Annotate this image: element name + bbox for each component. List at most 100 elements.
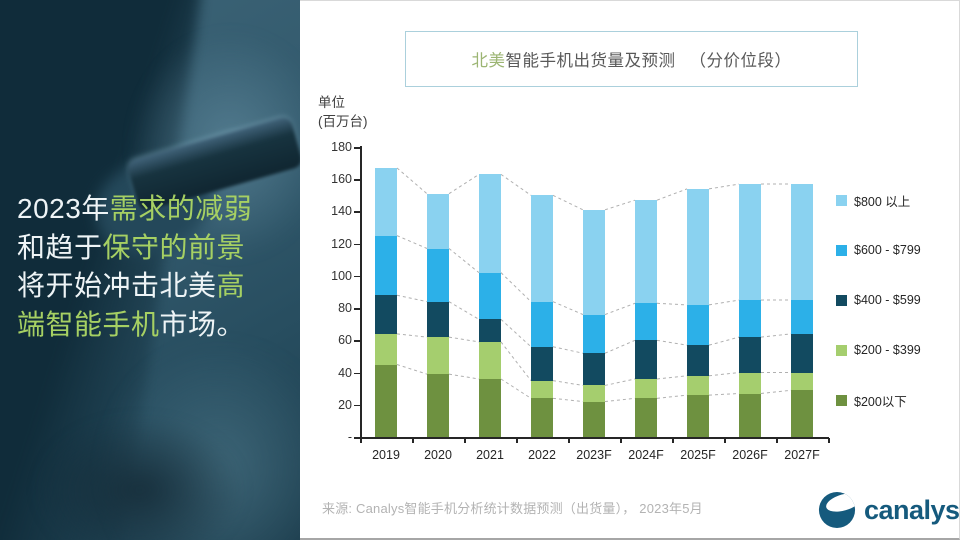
connector-line <box>552 397 584 403</box>
legend-swatch <box>836 344 847 356</box>
chart-title-suffix: （分价位段） <box>689 52 792 70</box>
x-tick-mark <box>776 438 778 443</box>
chart-title-highlight: 北美 <box>471 52 506 70</box>
y-tick-label: 80 <box>338 301 352 316</box>
bar-segment <box>375 167 397 236</box>
y-tick-label: 20 <box>338 397 352 412</box>
legend-swatch <box>836 294 847 306</box>
connector-line <box>552 301 584 316</box>
connector-line <box>604 378 636 386</box>
canalys-logo-icon <box>818 491 856 529</box>
connector-line <box>552 194 584 211</box>
quote-accent-segment: 需求的减弱 <box>109 193 253 224</box>
legend-item: $600 - $799 <box>836 225 921 275</box>
bar-segment <box>687 395 709 437</box>
bar-segment <box>687 375 709 396</box>
x-tick-label: 2021 <box>476 448 504 462</box>
bar-segment <box>791 300 813 334</box>
bar-segment <box>739 184 761 301</box>
connector-line <box>448 373 480 380</box>
x-tick-label: 2027F <box>784 448 820 462</box>
connector-line <box>396 167 428 195</box>
connector-line <box>448 173 480 195</box>
stacked-bar-2026F <box>739 184 761 437</box>
connector-line <box>396 235 428 249</box>
connector-line <box>448 336 480 343</box>
y-tick-label: - <box>347 430 352 444</box>
quote-segment: 将开始冲击北美 <box>17 270 217 301</box>
bar-segment <box>635 398 657 437</box>
x-tick-label: 2019 <box>372 448 400 462</box>
bar-segment <box>635 379 657 399</box>
connector-line <box>448 248 480 274</box>
bar-segment <box>583 314 605 354</box>
connector-line <box>500 272 532 303</box>
plot-area <box>360 147 828 437</box>
x-tick-mark <box>620 438 622 443</box>
connector-line <box>552 380 584 386</box>
bar-segment <box>739 393 761 437</box>
bar-segment <box>375 295 397 334</box>
connector-line <box>656 302 688 306</box>
y-tick-mark <box>354 372 360 375</box>
bar-segment <box>791 184 813 301</box>
quote-segment: 2023年 <box>17 193 110 224</box>
connector-line <box>708 336 740 346</box>
connector-line <box>760 389 792 394</box>
legend-swatch <box>836 244 847 256</box>
x-tick-label: 2022 <box>528 448 556 462</box>
connector-line <box>604 199 636 211</box>
connector-line <box>500 319 532 348</box>
connector-line <box>708 372 740 377</box>
y-tick-mark <box>354 437 360 439</box>
legend-item: $800 以上 <box>836 175 921 225</box>
quote-accent-segment: 高 <box>216 270 246 301</box>
x-tick-mark <box>360 438 362 443</box>
series-connector-lines <box>396 167 792 403</box>
canalys-logo: canalys <box>818 491 960 529</box>
x-axis <box>360 437 829 439</box>
bar-segment <box>583 401 605 437</box>
bar-segment <box>583 353 605 386</box>
bar-segment <box>427 374 449 437</box>
bar-segment <box>791 333 813 373</box>
stacked-bar-2027F <box>791 184 813 437</box>
connector-line <box>656 188 688 201</box>
connector-line <box>396 364 428 375</box>
legend-label: $200以下 <box>854 394 907 409</box>
y-tick-mark <box>354 404 360 407</box>
source-note: 来源: Canalys智能手机分析统计数据预测（出货量）， 2023年5月 <box>322 501 703 516</box>
quote-text: 2023年需求的减弱 和趋于保守的前景 将开始冲击北美高 端智能手机市场。 <box>17 190 289 344</box>
x-tick-label: 2026F <box>732 448 768 462</box>
bar-segment <box>739 337 761 373</box>
connector-line <box>708 183 740 190</box>
legend-label: $400 - $599 <box>854 293 921 307</box>
legend-swatch <box>836 194 847 206</box>
quote-accent-segment: 端智能手机 <box>17 308 160 340</box>
connector-line <box>656 339 688 346</box>
connector-line <box>396 333 428 338</box>
stacked-bar-2021 <box>479 174 501 437</box>
bar-segment <box>479 272 501 320</box>
connector-line <box>656 394 688 399</box>
connector-line <box>500 173 532 196</box>
chart-panel: 北美 智能手机出货量及预测 （分价位段） 单位 (百万台) 180 160 140 120… <box>300 0 960 540</box>
stacked-bar-2024F <box>635 200 657 437</box>
legend-item: $400 - $599 <box>836 275 921 325</box>
bar-segment <box>427 193 449 249</box>
bar-segment <box>687 304 709 346</box>
x-tick-mark <box>568 438 570 443</box>
bar-segment <box>531 301 553 347</box>
bar-segment <box>687 188 709 305</box>
legend-label: $800 以上 <box>854 194 911 209</box>
bar-segment <box>479 379 501 437</box>
legend-label: $600 - $799 <box>854 243 921 257</box>
y-tick-label: 120 <box>331 236 352 251</box>
quote-accent-segment: 保守的前景 <box>102 231 246 263</box>
bar-segment <box>739 300 761 338</box>
y-tick-mark <box>354 147 360 149</box>
y-tick-label: 60 <box>338 333 352 348</box>
legend-label: $200 - $399 <box>854 343 921 357</box>
y-tick-mark <box>354 308 360 310</box>
